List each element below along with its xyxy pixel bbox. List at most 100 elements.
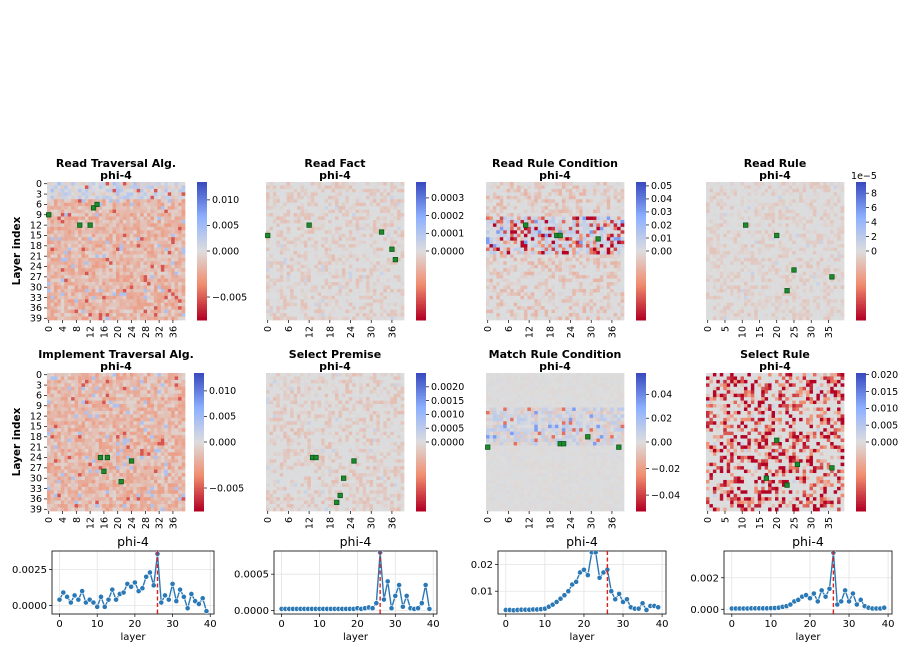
heatmap-cell: [109, 257, 113, 262]
heatmap-cell: [506, 285, 511, 290]
heatmap-cell: [393, 264, 398, 269]
heatmap-cell: [558, 216, 563, 221]
heatmap-cell: [558, 199, 563, 204]
heatmap-cell: [541, 309, 545, 314]
heatmap-cell: [486, 288, 490, 293]
heatmap-cell: [64, 247, 69, 252]
heatmap-cell: [167, 288, 172, 293]
heatmap-cell: [592, 209, 597, 214]
heatmap-cell: [620, 295, 625, 300]
heatmap-cell: [122, 206, 127, 210]
heatmap-cell: [355, 206, 360, 210]
heatmap-cell: [348, 292, 353, 297]
heatmap-cell: [272, 192, 277, 197]
heatmap-cell: [324, 292, 329, 297]
heatmap-cell: [496, 182, 501, 186]
heatmap-cell: [272, 219, 277, 224]
heatmap-cell: [286, 306, 291, 310]
colorbar-segment: [416, 271, 426, 275]
heatmap-cell: [397, 188, 401, 193]
heatmap-cell: [541, 226, 545, 231]
heatmap-cell: [150, 264, 155, 269]
heatmap-cell: [383, 223, 388, 228]
heatmap-cell: [541, 268, 545, 273]
heatmap-cell: [279, 299, 284, 304]
heatmap-cell: [359, 275, 363, 279]
heatmap-cell: [317, 292, 322, 297]
heatmap-cell: [47, 299, 51, 304]
heatmap-cell: [348, 244, 353, 248]
heatmap-cell: [561, 240, 566, 245]
heatmap-cell: [53, 244, 58, 248]
heatmap-cell: [157, 313, 162, 317]
heatmap-cell: [366, 306, 370, 310]
heatmap-cell: [603, 237, 608, 241]
heatmap-cell: [613, 226, 618, 231]
heatmap-cell: [150, 237, 155, 241]
heatmap-cell: [568, 188, 573, 193]
heatmap-cell: [105, 223, 110, 228]
heatmap-cell: [126, 313, 131, 317]
heatmap-cell: [362, 233, 367, 238]
heatmap-cell: [534, 199, 539, 204]
heatmap-cell: [503, 275, 508, 279]
colorbar-segment: [197, 301, 207, 305]
heatmap-cell: [400, 226, 405, 231]
heatmap-cell: [300, 216, 305, 221]
heatmap-cell: [290, 254, 294, 259]
heatmap-cell: [617, 244, 621, 248]
heatmap-cell: [78, 206, 82, 210]
heatmap-cell: [372, 271, 377, 276]
heatmap-cell: [119, 213, 124, 217]
colorbar-tick-label: 0.0002: [431, 211, 464, 222]
heatmap-cell: [359, 202, 363, 207]
heatmap-cell: [269, 230, 274, 235]
heatmap-cell: [586, 209, 590, 214]
heatmap-cell: [620, 192, 625, 197]
heatmap-cell: [558, 202, 563, 207]
heatmap-cell: [84, 288, 89, 293]
heatmap-cell: [300, 188, 305, 193]
heatmap-cell: [568, 309, 573, 314]
heatmap-cell: [147, 292, 151, 297]
heatmap-cell: [116, 233, 120, 238]
heatmap-cell: [503, 313, 508, 317]
heatmap-cell: [348, 188, 353, 193]
heatmap-cell: [506, 188, 511, 193]
heatmap-cell: [67, 188, 72, 193]
heatmap-cell: [561, 271, 566, 276]
heatmap-cell: [147, 313, 151, 317]
heatmap-cell: [544, 268, 549, 273]
heatmap-cell: [376, 278, 381, 283]
heatmap-cell: [283, 202, 288, 207]
heatmap-cell: [510, 233, 514, 238]
heatmap-cell: [67, 223, 72, 228]
heatmap-cell: [338, 202, 343, 207]
heatmap-cell: [174, 219, 179, 224]
heatmap-cell: [386, 288, 391, 293]
heatmap-cell: [300, 254, 305, 259]
heatmap-cell: [150, 233, 155, 238]
heatmap-cell: [352, 247, 357, 252]
heatmap-cell: [499, 206, 504, 210]
heatmap-cell: [314, 219, 319, 224]
heatmap-cell: [379, 271, 384, 276]
heatmap-cell: [53, 223, 58, 228]
heatmap-cell: [496, 230, 501, 235]
heatmap-cell: [122, 316, 127, 321]
heatmap-cell: [492, 209, 497, 214]
heatmap-cell: [362, 192, 367, 197]
heatmap-cell: [376, 247, 381, 252]
heatmap-cell: [572, 285, 577, 290]
heatmap-cell: [513, 188, 518, 193]
heatmap-cell: [178, 254, 182, 259]
heatmap-cell: [60, 213, 65, 217]
heatmap-cell: [565, 244, 570, 248]
heatmap-cell: [345, 188, 350, 193]
heatmap-cell: [116, 316, 120, 321]
heatmap-cell: [181, 230, 186, 235]
heatmap-cell: [126, 199, 131, 204]
heatmap-cell: [617, 185, 621, 190]
heatmap-cell: [88, 185, 93, 190]
heatmap-cell: [171, 302, 175, 307]
